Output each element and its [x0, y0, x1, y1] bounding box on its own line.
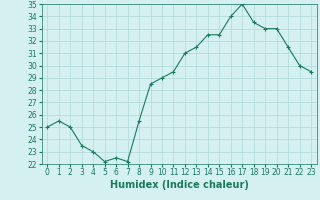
X-axis label: Humidex (Indice chaleur): Humidex (Indice chaleur) [110, 180, 249, 190]
